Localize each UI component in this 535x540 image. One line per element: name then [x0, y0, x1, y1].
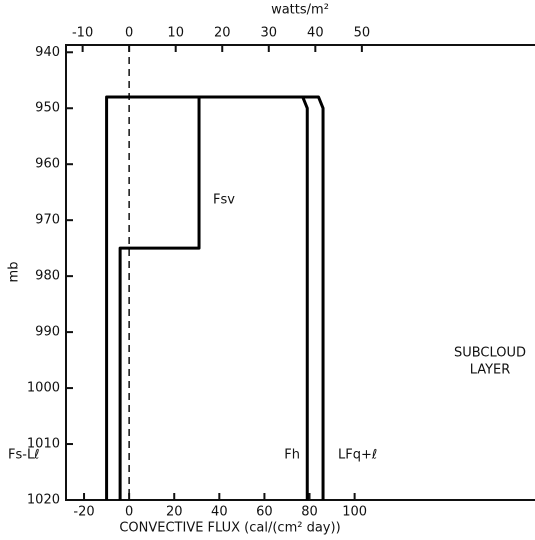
flux-line [129, 97, 307, 500]
y-tick-label: 980 [35, 269, 60, 284]
x2-tick-label: 10 [167, 26, 184, 41]
x-tick-label: 100 [342, 505, 367, 520]
flux-line [107, 97, 130, 500]
flux-line [120, 97, 199, 500]
y-tick-label: 970 [35, 213, 60, 228]
chart: watts/m² mb CONVECTIVE FLUX (cal/(cm² da… [0, 0, 535, 540]
x-tick-label: 40 [211, 505, 228, 520]
x2-tick-label: -10 [72, 26, 93, 41]
y-title: mb [7, 262, 22, 283]
y-tick-label: 990 [35, 325, 60, 340]
x-tick-label: 0 [125, 505, 133, 520]
axis-frame [66, 45, 535, 500]
series-label: Fs-Lℓ [8, 448, 40, 463]
x2-tick-label: 40 [307, 26, 324, 41]
y-tick-label: 950 [35, 101, 60, 116]
series-label: Fh [284, 448, 300, 463]
x-tick-label: -20 [73, 505, 94, 520]
x-tick-label: 20 [166, 505, 183, 520]
page: watts/m² mb CONVECTIVE FLUX (cal/(cm² da… [0, 0, 535, 540]
series-label: Fsv [213, 193, 235, 208]
x-title: CONVECTIVE FLUX (cal/(cm² day)) [119, 521, 340, 536]
y-tick-label: 960 [35, 157, 60, 172]
x2-tick-label: 30 [261, 26, 278, 41]
x-tick-label: 60 [256, 505, 273, 520]
y-tick-label: 1020 [27, 493, 60, 508]
x2-tick-label: 50 [354, 26, 371, 41]
x2-title: watts/m² [271, 3, 329, 18]
series-label: LFq+ℓ [338, 448, 377, 463]
y-tick-label: 940 [35, 45, 60, 60]
x2-tick-label: 0 [125, 26, 133, 41]
subcloud-label: LAYER [470, 363, 511, 378]
subcloud-label: SUBCLOUD [454, 346, 526, 361]
x-tick-label: 80 [301, 505, 318, 520]
x2-tick-label: 20 [214, 26, 231, 41]
y-tick-label: 1000 [27, 381, 60, 396]
flux-line [129, 97, 323, 500]
